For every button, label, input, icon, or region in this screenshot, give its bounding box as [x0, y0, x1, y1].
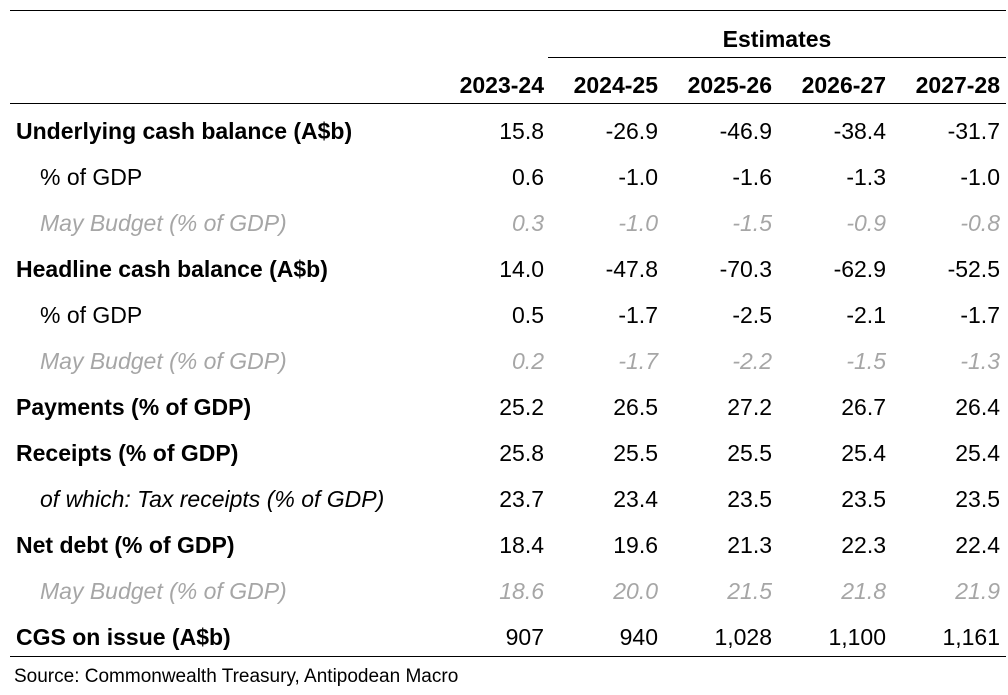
- table-cell: -2.5: [732, 302, 772, 328]
- table-cell: 25.2: [499, 394, 544, 420]
- table-cell: 1,028: [714, 624, 772, 650]
- table-cell: 26.7: [841, 394, 886, 420]
- year-header-row: 2023-24 2024-25 2025-26 2026-27 2027-28: [0, 70, 1008, 100]
- table-row: % of GDP 0.5 -1.7 -2.5 -2.1 -1.7: [0, 300, 1008, 346]
- table-cell: -70.3: [719, 256, 772, 282]
- year-header-2024-25: 2024-25: [573, 72, 658, 98]
- table-cell: 25.4: [955, 440, 1000, 466]
- table-row: CGS on issue (A$b) 907 940 1,028 1,100 1…: [0, 622, 1008, 668]
- row-label: Underlying cash balance (A$b): [16, 118, 353, 144]
- year-header-2026-27: 2026-27: [801, 72, 886, 98]
- table-cell: -1.3: [960, 348, 1000, 374]
- table-row: % of GDP 0.6 -1.0 -1.6 -1.3 -1.0: [0, 162, 1008, 208]
- table-cell: -1.5: [732, 210, 772, 236]
- estimates-header: Estimates: [722, 26, 832, 52]
- table-cell: -52.5: [947, 256, 1000, 282]
- table-cell: 1,100: [828, 624, 886, 650]
- table-cell: 1,161: [942, 624, 1000, 650]
- table-cell: 22.3: [841, 532, 886, 558]
- table-cell: 21.3: [727, 532, 772, 558]
- table-cell: -26.9: [605, 118, 658, 144]
- table-cell: -1.0: [618, 210, 658, 236]
- table-cell: -1.3: [846, 164, 886, 190]
- table-cell: 0.2: [512, 348, 544, 374]
- table-cell: -62.9: [833, 256, 886, 282]
- row-label: May Budget (% of GDP): [40, 210, 287, 236]
- row-label: Net debt (% of GDP): [16, 532, 235, 558]
- table-cell: 26.4: [955, 394, 1000, 420]
- row-label: Receipts (% of GDP): [16, 440, 239, 466]
- table-cell: -1.0: [960, 164, 1000, 190]
- row-label: May Budget (% of GDP): [40, 578, 287, 604]
- table-cell: 21.8: [841, 578, 886, 604]
- table-cell: -1.7: [618, 302, 658, 328]
- table-cell: 940: [619, 624, 658, 650]
- year-header-2025-26: 2025-26: [687, 72, 772, 98]
- table-row: May Budget (% of GDP) 18.6 20.0 21.5 21.…: [0, 576, 1008, 622]
- table-cell: -1.7: [618, 348, 658, 374]
- header-rule: [10, 103, 1006, 104]
- table-cell: 23.5: [841, 486, 886, 512]
- table-cell: -1.5: [846, 348, 886, 374]
- table-cell: -1.0: [618, 164, 658, 190]
- table-cell: 22.4: [955, 532, 1000, 558]
- table-row: of which: Tax receipts (% of GDP) 23.7 2…: [0, 484, 1008, 530]
- table-cell: 25.8: [499, 440, 544, 466]
- table-cell: 23.7: [499, 486, 544, 512]
- table-cell: 907: [505, 624, 544, 650]
- table-cell: 23.5: [727, 486, 772, 512]
- bottom-rule: [10, 656, 1006, 657]
- table-cell: -2.1: [846, 302, 886, 328]
- estimates-rule: [548, 57, 1006, 58]
- table-cell: 25.5: [727, 440, 772, 466]
- table-row: May Budget (% of GDP) 0.2 -1.7 -2.2 -1.5…: [0, 346, 1008, 392]
- table-cell: 23.4: [613, 486, 658, 512]
- table-cell: 21.9: [955, 578, 1000, 604]
- table-cell: 20.0: [613, 578, 658, 604]
- table-cell: 26.5: [613, 394, 658, 420]
- row-label: Payments (% of GDP): [16, 394, 252, 420]
- row-label: May Budget (% of GDP): [40, 348, 287, 374]
- table-cell: -0.8: [960, 210, 1000, 236]
- table-cell: -2.2: [732, 348, 772, 374]
- table-cell: 18.4: [499, 532, 544, 558]
- table-cell: -1.6: [732, 164, 772, 190]
- table-cell: -0.9: [846, 210, 886, 236]
- row-label: Headline cash balance (A$b): [16, 256, 328, 282]
- table-cell: 18.6: [499, 578, 544, 604]
- table-cell: 0.3: [512, 210, 544, 236]
- table-cell: 25.4: [841, 440, 886, 466]
- table-row: Payments (% of GDP) 25.2 26.5 27.2 26.7 …: [0, 392, 1008, 438]
- table-cell: -31.7: [947, 118, 1000, 144]
- table-cell: -38.4: [833, 118, 886, 144]
- row-label: % of GDP: [40, 302, 143, 328]
- table-cell: 23.5: [955, 486, 1000, 512]
- table-row: Underlying cash balance (A$b) 15.8 -26.9…: [0, 116, 1008, 162]
- table-row: Headline cash balance (A$b) 14.0 -47.8 -…: [0, 254, 1008, 300]
- row-label: % of GDP: [40, 164, 143, 190]
- table-row: Receipts (% of GDP) 25.8 25.5 25.5 25.4 …: [0, 438, 1008, 484]
- table-cell: 14.0: [499, 256, 544, 282]
- table-row: Net debt (% of GDP) 18.4 19.6 21.3 22.3 …: [0, 530, 1008, 576]
- table-cell: 0.6: [512, 164, 544, 190]
- year-header-2023-24: 2023-24: [459, 72, 544, 98]
- table-cell: 21.5: [727, 578, 772, 604]
- year-header-2027-28: 2027-28: [915, 72, 1000, 98]
- source-note: Source: Commonwealth Treasury, Antipodea…: [14, 666, 459, 687]
- row-label: CGS on issue (A$b): [16, 624, 231, 650]
- table-cell: 25.5: [613, 440, 658, 466]
- table-row: May Budget (% of GDP) 0.3 -1.0 -1.5 -0.9…: [0, 208, 1008, 254]
- table-cell: 19.6: [613, 532, 658, 558]
- table-cell: 15.8: [499, 118, 544, 144]
- table-cell: 0.5: [512, 302, 544, 328]
- top-rule: [10, 10, 1006, 11]
- table-cell: 27.2: [727, 394, 772, 420]
- row-label: of which: Tax receipts (% of GDP): [40, 486, 385, 512]
- table-cell: -1.7: [960, 302, 1000, 328]
- table-cell: -47.8: [605, 256, 658, 282]
- table-cell: -46.9: [719, 118, 772, 144]
